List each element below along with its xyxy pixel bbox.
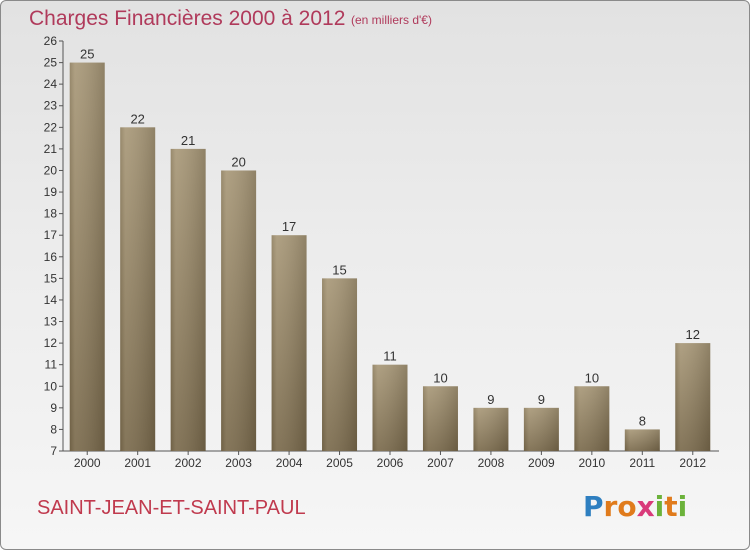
bar-shade <box>221 170 257 451</box>
bar-shade <box>624 429 660 451</box>
x-tick-label: 2005 <box>326 456 353 470</box>
y-tick-label: 16 <box>44 250 58 264</box>
logo-letter: i <box>677 490 688 523</box>
bar-shade <box>170 148 206 452</box>
data-label: 10 <box>433 370 447 385</box>
x-tick-label: 2007 <box>427 456 454 470</box>
x-tick-label: 2012 <box>679 456 706 470</box>
data-label: 20 <box>231 154 245 169</box>
bar-shade <box>120 127 156 451</box>
y-tick-label: 21 <box>44 142 58 156</box>
bar-shade <box>574 386 610 451</box>
chart-title: Charges Financières 2000 à 2012 <box>29 7 346 30</box>
data-label: 8 <box>639 413 646 428</box>
y-tick-label: 23 <box>44 99 58 113</box>
data-label: 10 <box>585 370 599 385</box>
logo-letter: t <box>664 490 678 523</box>
data-label: 25 <box>80 47 94 62</box>
x-tick-label: 2010 <box>578 456 605 470</box>
y-tick-label: 22 <box>44 120 58 134</box>
logo-letter: r <box>603 490 618 523</box>
data-label: 9 <box>538 392 545 407</box>
x-tick-label: 2011 <box>629 456 655 470</box>
bar-shade <box>675 343 711 451</box>
y-tick-label: 11 <box>45 358 58 372</box>
logo-letter: i <box>654 490 665 523</box>
bar-shade <box>69 62 105 451</box>
bar-shade <box>322 278 358 451</box>
y-tick-label: 13 <box>44 315 58 329</box>
bar-shade <box>422 386 458 451</box>
proxiti-logo: Proxiti <box>583 490 687 523</box>
y-tick-label: 12 <box>44 336 58 350</box>
y-tick-label: 15 <box>44 271 58 285</box>
y-tick-label: 19 <box>44 185 58 199</box>
logo-letter: P <box>583 490 604 523</box>
y-tick-label: 24 <box>44 77 58 91</box>
y-tick-label: 17 <box>44 228 58 242</box>
y-tick-label: 26 <box>44 34 58 48</box>
place-name: SAINT-JEAN-ET-SAINT-PAUL <box>37 497 306 519</box>
bar-shade <box>523 407 559 451</box>
data-label: 12 <box>686 327 700 342</box>
x-tick-label: 2001 <box>124 456 151 470</box>
chart-subtitle: (en milliers d'€) <box>351 13 432 27</box>
x-tick-label: 2008 <box>478 456 505 470</box>
data-label: 11 <box>383 349 397 364</box>
data-label: 17 <box>282 219 296 234</box>
y-tick-label: 8 <box>50 422 57 436</box>
data-label: 9 <box>487 392 494 407</box>
y-tick-label: 10 <box>44 379 58 393</box>
x-tick-label: 2009 <box>528 456 555 470</box>
data-labels: 25 22 21 20 17 15 11 10 9 9 10 8 12 <box>80 47 700 429</box>
y-tick-label: 18 <box>44 207 58 221</box>
y-tick-label: 20 <box>44 163 58 177</box>
y-tick-label: 7 <box>50 444 57 458</box>
x-tick-label: 2000 <box>74 456 101 470</box>
bar-shade <box>271 235 307 451</box>
data-label: 22 <box>130 111 144 126</box>
x-tick-label: 2002 <box>175 456 202 470</box>
logo-letter: o <box>617 490 637 523</box>
y-tick-label: 9 <box>50 401 57 415</box>
x-tick-label: 2004 <box>276 456 303 470</box>
x-tick-label: 2003 <box>225 456 252 470</box>
data-label: 15 <box>332 262 346 277</box>
bar-shade <box>473 407 509 451</box>
bars <box>69 62 711 452</box>
y-tick-label: 14 <box>44 293 58 307</box>
x-tick-label: 2006 <box>377 456 404 470</box>
y-tick-label: 25 <box>44 56 58 70</box>
data-label: 21 <box>181 133 195 148</box>
bar-shade <box>372 364 408 451</box>
logo-letter: x <box>636 490 655 523</box>
